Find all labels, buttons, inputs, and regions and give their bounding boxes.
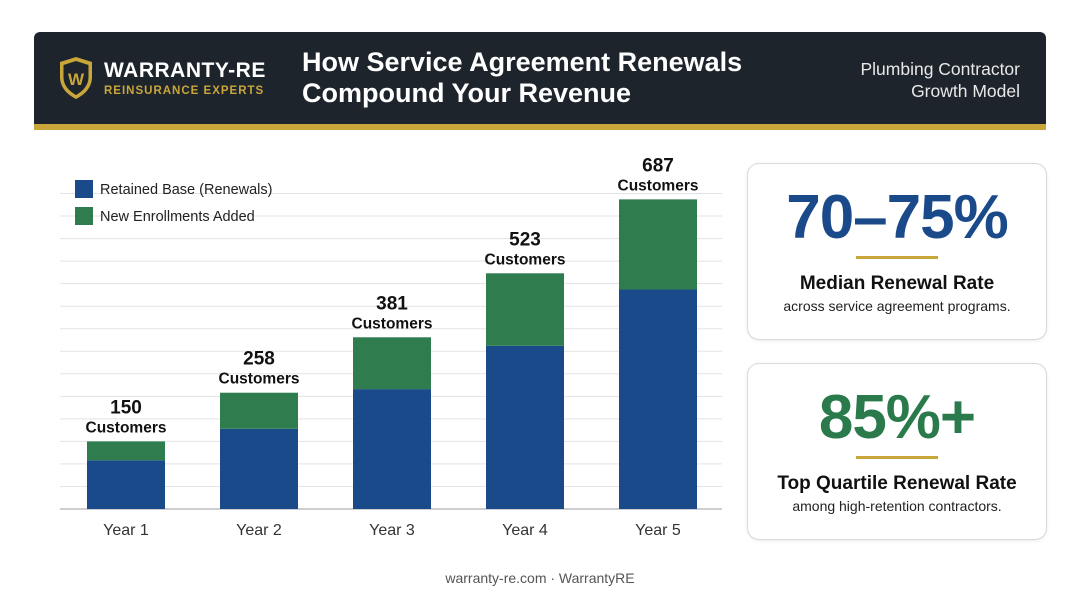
data-label-unit: Customers [352,315,433,332]
stat-label-top-quartile: Top Quartile Renewal Rate [777,473,1017,494]
title-line-1: How Service Agreement Renewals [302,47,743,77]
stat-value-median: 70–75% [786,183,1009,252]
x-tick-label: Year 3 [369,522,415,539]
x-tick-label: Year 5 [635,522,681,539]
data-label-unit: Customers [86,419,167,436]
brand-logo: W WARRANTY-RE REINSURANCE EXPERTS [58,56,298,102]
shield-icon: W [60,57,92,99]
brand-tagline: REINSURANCE EXPERTS [104,85,265,97]
legend-label: New Enrollments Added [100,209,255,225]
stat-divider [856,456,938,459]
bar-retained-base [220,428,298,509]
bar-new-enrollments [619,199,697,290]
stat-card-top-quartile: 85%+ Top Quartile Renewal Rate among hig… [747,363,1047,540]
bar-new-enrollments [87,441,165,461]
header-bar: W WARRANTY-RE REINSURANCE EXPERTS How Se… [34,32,1046,124]
data-label-total: 381 [376,293,408,314]
subtitle-line-2: Growth Model [911,81,1020,101]
bar-new-enrollments [353,337,431,390]
footer-text: warranty-re.com · WarrantyRE [445,570,635,586]
page-title: How Service Agreement Renewals Compound … [302,47,772,109]
stat-desc-median: across service agreement programs. [783,298,1011,314]
stat-divider [856,256,938,259]
data-label-total: 523 [509,229,541,250]
legend-label: Retained Base (Renewals) [100,182,272,198]
data-label-unit: Customers [485,251,566,268]
data-label-total: 687 [642,155,674,176]
data-label-total: 258 [243,349,275,370]
data-label-total: 150 [110,397,142,418]
legend-swatch [75,207,93,225]
bar-new-enrollments [486,273,564,346]
x-tick-label: Year 1 [103,522,149,539]
legend-swatch [75,180,93,198]
title-line-2: Compound Your Revenue [302,78,632,108]
x-tick-label: Year 4 [502,522,548,539]
bar-retained-base [353,389,431,509]
bar-new-enrollments [220,392,298,429]
bar-retained-base [486,345,564,509]
bar-retained-base [619,289,697,509]
logo-letter: W [68,70,85,89]
stat-desc-top-quartile: among high-retention contractors. [792,498,1002,514]
page-subtitle: Plumbing Contractor Growth Model [860,58,1020,102]
stat-value-top-quartile: 85%+ [818,383,976,452]
stat-label-median: Median Renewal Rate [799,273,995,294]
x-tick-label: Year 2 [236,522,282,539]
data-label-unit: Customers [618,177,699,194]
brand-name: WARRANTY-RE [104,59,266,82]
header-divider [34,124,1046,130]
bar-retained-base [87,460,165,509]
subtitle-line-1: Plumbing Contractor [860,59,1020,79]
data-label-unit: Customers [219,371,300,388]
stat-card-median: 70–75% Median Renewal Rate across servic… [747,163,1047,340]
